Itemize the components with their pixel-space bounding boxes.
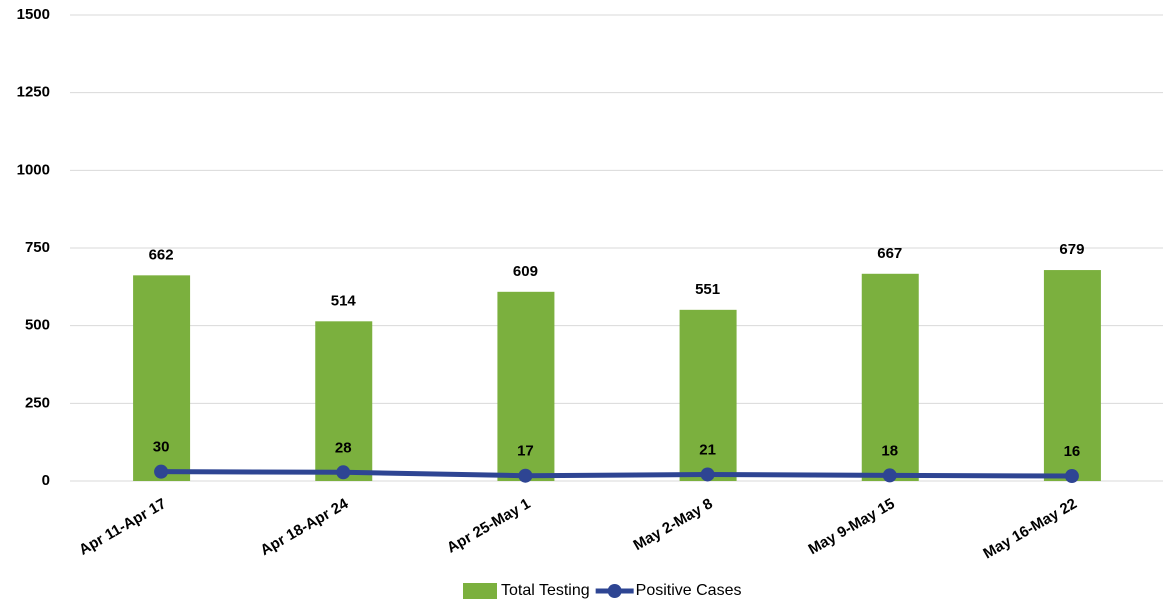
x-tick-label: Apr 25-May 1 [444,495,533,556]
y-tick-label: 1250 [17,84,50,101]
bar [1043,270,1101,481]
line-point [1064,469,1079,484]
x-tick-label: May 2-May 8 [631,495,716,554]
bar [315,321,373,481]
x-tick-label: May 16-May 22 [980,495,1079,562]
data-label: 609 [513,263,538,280]
bar [679,309,737,481]
y-tick-label: 0 [42,472,50,489]
x-tick-label: Apr 18-Apr 24 [258,495,352,559]
bar [497,291,555,481]
y-tick-label: 250 [25,394,50,411]
legend-swatch [463,583,497,599]
data-label: 679 [1059,241,1084,258]
y-tick-label: 1500 [17,6,50,23]
y-tick-label: 500 [25,317,50,334]
data-label: 28 [335,439,352,456]
legend-label: Positive Cases [636,582,742,599]
x-tick-label: Apr 11-Apr 17 [76,495,169,558]
line-point [882,468,897,483]
data-label: 514 [331,292,357,309]
bar [133,275,191,481]
line [161,469,1072,479]
data-label: 30 [153,439,170,456]
line-point [336,465,351,480]
legend-swatch [607,584,622,598]
data-label: 662 [149,246,174,263]
data-label: 551 [695,281,720,298]
data-label: 17 [517,443,534,460]
line-point [154,464,169,479]
data-label: 21 [699,441,716,458]
y-tick-label: 750 [25,239,50,256]
data-label: 18 [881,442,898,459]
data-label: 16 [1064,443,1081,460]
bar [861,273,919,481]
data-label: 667 [877,245,902,262]
x-tick-label: May 9-May 15 [805,495,897,558]
y-tick-label: 1000 [17,161,50,178]
legend-label: Total Testing [501,582,590,599]
line-point [518,468,533,483]
line-point [700,467,715,482]
